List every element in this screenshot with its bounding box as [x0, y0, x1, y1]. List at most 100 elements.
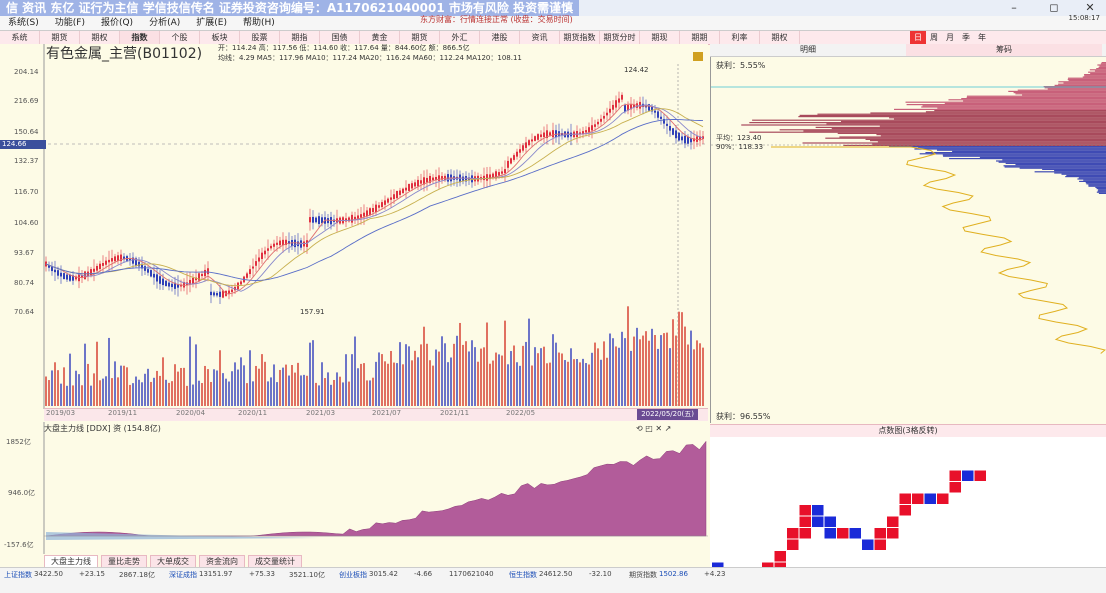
status-item[interactable]: 恒生指数	[509, 571, 537, 579]
chip-bar	[865, 138, 1106, 140]
volume-bar	[96, 341, 98, 406]
candle-body	[420, 180, 422, 184]
candle-body	[372, 208, 374, 213]
menu-help[interactable]: 帮助(H)	[242, 18, 275, 28]
candle-body	[246, 273, 248, 278]
avg-cost-label: 平均：123.40	[716, 134, 762, 142]
indicator-tab-fund-flow[interactable]: 资金流向	[199, 555, 245, 568]
y-tick: 204.14	[14, 68, 39, 76]
volume-bar	[258, 368, 260, 406]
candle-body	[207, 268, 209, 275]
volume-bar	[699, 343, 701, 406]
candle-body	[528, 140, 530, 146]
volume-bar	[78, 374, 80, 406]
minimize-button[interactable]: –	[1011, 1, 1017, 14]
market-tab-14[interactable]: 期货指数	[560, 31, 600, 44]
market-tab-4[interactable]: 个股	[160, 31, 200, 44]
status-item[interactable]: 上证指数	[4, 571, 32, 579]
market-tab-17[interactable]: 期期	[680, 31, 720, 44]
chip-bar	[1066, 174, 1106, 176]
market-tab-5[interactable]: 板块	[200, 31, 240, 44]
menu-analysis[interactable]: 分析(A)	[149, 18, 181, 28]
volume-bar	[108, 337, 110, 406]
status-item[interactable]: 创业板指	[339, 571, 367, 579]
volume-bar	[111, 378, 113, 406]
chip-bar	[1015, 164, 1106, 166]
menu-system[interactable]: 系统(S)	[8, 18, 39, 28]
volume-bar	[498, 354, 500, 406]
market-tab-3[interactable]: 指数	[120, 31, 160, 44]
volume-bar	[240, 357, 242, 406]
market-tab-19[interactable]: 期权	[760, 31, 800, 44]
tab-chips[interactable]: 筹码	[906, 44, 1102, 56]
volume-bar	[165, 379, 167, 406]
lower-chart-toolbar[interactable]: ⟲ ◰ ✕ ↗	[636, 424, 672, 433]
period-year[interactable]: 年	[978, 33, 986, 42]
menu-function[interactable]: 功能(F)	[54, 18, 85, 28]
candle-body	[231, 289, 233, 292]
market-tab-7[interactable]: 期指	[280, 31, 320, 44]
candle-body	[54, 269, 56, 273]
chip-bar	[1097, 190, 1106, 192]
period-month[interactable]: 月	[946, 33, 954, 42]
market-tab-10[interactable]: 期货	[400, 31, 440, 44]
status-item[interactable]: 1502.86	[659, 570, 688, 578]
ohlc-readout: 开：114.24 高：117.56 低：114.60 收：117.64 量：84…	[218, 44, 470, 52]
status-item[interactable]: 深证成指	[169, 571, 197, 579]
market-tab-9[interactable]: 黄金	[360, 31, 400, 44]
maximize-button[interactable]: ◻	[1049, 1, 1059, 14]
candle-body	[309, 217, 311, 223]
market-tab-0[interactable]: 系统	[0, 31, 40, 44]
market-tab-1[interactable]: 期货	[40, 31, 80, 44]
chip-bar	[1100, 63, 1106, 65]
market-tab-15[interactable]: 期货分时	[600, 31, 640, 44]
candle-body	[381, 202, 383, 208]
chip-bar	[815, 126, 1106, 128]
lower-y-tick: 946.0亿	[8, 489, 36, 497]
candle-body	[345, 218, 347, 222]
chip-bar	[1044, 87, 1106, 89]
volume-bar	[228, 381, 230, 406]
chip-bar	[961, 98, 1106, 100]
volume-bar	[246, 383, 248, 406]
volume-bar	[594, 342, 596, 406]
volume-bar	[207, 369, 209, 406]
candle-body	[162, 278, 164, 286]
market-tab-8[interactable]: 国债	[320, 31, 360, 44]
market-tab-6[interactable]: 股票	[240, 31, 280, 44]
volume-bar	[327, 372, 329, 406]
candle-body	[273, 243, 275, 247]
volume-bar	[396, 363, 398, 406]
status-item: 3015.42	[369, 570, 398, 578]
tab-detail[interactable]: 明细	[800, 45, 816, 54]
candle-body	[123, 256, 125, 260]
close-button[interactable]: ✕	[1085, 1, 1095, 14]
volume-bar	[567, 361, 569, 406]
period-quarter[interactable]: 季	[962, 33, 970, 42]
candle-body	[132, 257, 134, 264]
pnf-o-box	[812, 505, 824, 516]
date-label: 2021/11	[440, 409, 470, 417]
volume-bar	[300, 375, 302, 406]
period-day[interactable]: 日	[910, 31, 926, 44]
market-tab-13[interactable]: 资讯	[520, 31, 560, 44]
volume-bar	[249, 350, 251, 406]
capital-flow-chart[interactable]	[0, 422, 708, 554]
menu-extend[interactable]: 扩展(E)	[196, 18, 227, 28]
chip-bar	[1017, 89, 1106, 91]
candle-body	[348, 217, 350, 222]
candle-body	[495, 171, 497, 179]
period-week[interactable]: 周	[930, 33, 938, 42]
pnf-o-box	[862, 539, 874, 550]
market-tab-16[interactable]: 期现	[640, 31, 680, 44]
market-tab-12[interactable]: 港股	[480, 31, 520, 44]
market-tab-2[interactable]: 期权	[80, 31, 120, 44]
menu-quote[interactable]: 报价(Q)	[100, 18, 134, 28]
volume-bar	[159, 375, 161, 406]
pnf-o-box	[924, 493, 936, 504]
volume-bar	[387, 363, 389, 406]
candlestick-chart[interactable]	[0, 44, 708, 409]
market-tab-18[interactable]: 利率	[720, 31, 760, 44]
market-tab-11[interactable]: 外汇	[440, 31, 480, 44]
chip-bar	[1078, 177, 1106, 179]
